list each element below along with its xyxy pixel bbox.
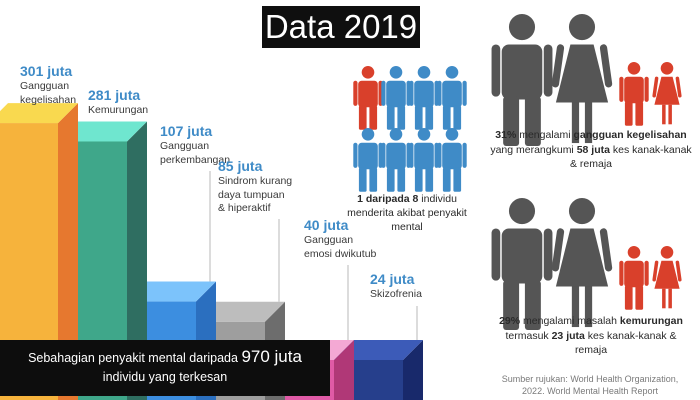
stat1-bold2: 58 juta	[576, 143, 610, 156]
page-title: Data 2019	[262, 6, 420, 48]
summary-prefix: Sebahagian penyakit mental daripada	[28, 351, 238, 365]
bar-label: 24 juta Skizofrenia	[370, 270, 422, 302]
ratio-bold: 1 daripada 8	[357, 193, 419, 205]
stat1-text2: yang merangkumi	[490, 143, 574, 156]
bar-value-label: 24 juta	[370, 271, 415, 287]
person-icon	[353, 66, 383, 130]
stat2-text1: mengalami masalah	[523, 315, 617, 327]
bar-value-label: 40 juta	[304, 217, 349, 233]
bar-label: 40 juta Gangguan emosi dwikutub	[304, 216, 376, 261]
bar-side	[127, 121, 147, 400]
bar-category-label: Sindrom kurang daya tumpuan & hiperaktif	[218, 175, 293, 215]
person-icon	[437, 128, 467, 192]
bar-value-label: 301 juta	[20, 63, 73, 79]
summary-line-2: individu yang terkesan	[102, 369, 228, 384]
stat-depression: 29% mengalami masalah kemurungan termasu…	[488, 314, 694, 358]
stat2-percent: 29%	[499, 315, 521, 327]
stat1-bold1: gangguan kegelisahan	[573, 129, 687, 141]
man-icon	[491, 13, 553, 146]
stat2-bold2: 23 juta	[551, 329, 585, 342]
boy-icon	[619, 62, 649, 126]
stat1-text3: kes kanak-kanak & remaja	[569, 143, 692, 171]
person-icon	[381, 66, 411, 130]
bar-label: 301 juta Gangguan kegelisahan	[20, 62, 76, 107]
bar-category-label: Gangguan emosi dwikutub	[304, 234, 377, 260]
person-icon	[381, 128, 411, 192]
source-citation: Sumber rujukan: World Health Organizatio…	[490, 374, 690, 397]
summary-number: 970 juta	[241, 347, 302, 366]
person-icon	[353, 128, 383, 192]
bar-category-label: Gangguan kegelisahan	[20, 80, 77, 106]
bar-side	[58, 103, 78, 400]
source-line-1: Sumber rujukan: World Health Organizatio…	[501, 374, 679, 384]
bar-value-label: 281 juta	[88, 87, 141, 103]
summary-box: Sebahagian penyakit mental daripada 970 …	[0, 340, 330, 396]
stat-anxiety: 31% mengalami gangguan kegelisahan yang …	[488, 128, 694, 172]
bar-category-label: Kemurungan	[88, 104, 149, 117]
girl-icon	[652, 62, 682, 125]
person-icon	[409, 128, 439, 192]
stat2-text2: termasuk	[505, 329, 549, 342]
bar-top	[57, 121, 147, 142]
source-line-2: 2022. World Mental Health Report	[522, 385, 658, 396]
person-icon	[437, 66, 467, 130]
ratio-text: 1 daripada 8 individu menderita akibat p…	[344, 192, 470, 235]
stat1-text1: mengalami	[519, 129, 571, 141]
summary-line-1: Sebahagian penyakit mental daripada 970 …	[0, 346, 330, 369]
ratio-rest: individu menderita akibat penyakit menta…	[347, 193, 467, 234]
bar-top	[333, 340, 423, 360]
man-icon	[491, 198, 553, 330]
bar-category-label: Gangguan perkembangan	[160, 140, 231, 166]
bar-category-label: Skizofrenia	[370, 288, 422, 301]
bar-value-label: 85 juta	[218, 158, 263, 174]
bar-value-label: 107 juta	[160, 123, 213, 139]
stat2-text3: kes kanak-kanak & remaja	[574, 329, 677, 357]
bar-top	[126, 281, 216, 302]
bar-label: 85 juta Sindrom kurang daya tumpuan & hip…	[218, 157, 292, 216]
person-icon	[409, 66, 439, 130]
woman-icon	[551, 198, 613, 328]
bar-top	[195, 301, 285, 322]
girl-icon	[652, 246, 682, 309]
stat2-bold1: kemurungan	[619, 315, 683, 327]
bar-label: 281 juta Kemurungan	[88, 86, 148, 118]
boy-icon	[619, 246, 649, 310]
bar-label: 107 juta Gangguan perkembangan	[160, 122, 230, 167]
stat1-percent: 31%	[495, 129, 517, 141]
woman-icon	[551, 13, 613, 144]
bar-top	[0, 103, 78, 124]
